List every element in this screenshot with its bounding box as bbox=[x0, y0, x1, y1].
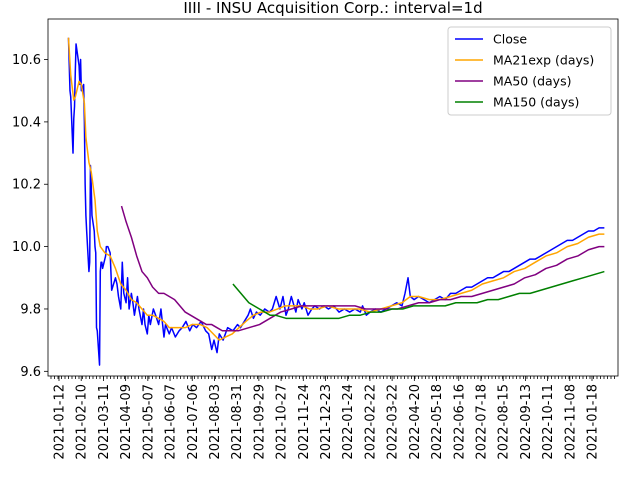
x-tick-label: 2022-09-13 bbox=[519, 384, 534, 460]
x-tick-label: 2021-05-07 bbox=[141, 384, 156, 460]
x-tick-label: 2022-05-18 bbox=[430, 384, 445, 460]
x-tick-label: 2021-06-07 bbox=[164, 384, 179, 460]
y-tick-label: 10.6 bbox=[12, 53, 41, 68]
series-line-ma50-days bbox=[120, 205, 605, 332]
x-tick-label: 2021-04-09 bbox=[119, 384, 134, 460]
x-tick-label: 2022-06-16 bbox=[452, 384, 467, 460]
x-minor-tick-marks bbox=[50, 376, 615, 379]
x-tick-label: 2021-09-29 bbox=[252, 384, 267, 460]
y-tick-label: 10.0 bbox=[12, 240, 41, 255]
legend-label: MA150 (days) bbox=[493, 95, 579, 110]
y-tick-label: 10.2 bbox=[12, 178, 41, 193]
x-tick-label: 2021-01-12 bbox=[53, 384, 68, 460]
legend-label: MA50 (days) bbox=[493, 74, 571, 89]
x-tick-label: 2022-10-11 bbox=[541, 384, 556, 460]
legend-box bbox=[447, 26, 612, 116]
y-tick-label: 9.8 bbox=[20, 302, 41, 317]
legend: Close MA21exp (days) MA50 (days) MA150 (day… bbox=[447, 26, 612, 116]
y-axis: 9.6 9.8 10.0 10.2 10.4 10.6 bbox=[12, 53, 48, 380]
y-tick-label: 10.4 bbox=[12, 115, 41, 130]
x-tick-label: 2021-02-10 bbox=[75, 384, 90, 460]
y-tick-label: 9.6 bbox=[20, 365, 41, 380]
legend-label: Close bbox=[493, 32, 527, 47]
x-tick-label: 2021-01-18 bbox=[586, 384, 601, 460]
x-tick-label: 2021-12-23 bbox=[319, 384, 334, 460]
x-tick-label: 2021-08-31 bbox=[230, 384, 245, 460]
x-tick-label: 2021-07-06 bbox=[186, 384, 201, 460]
x-tick-label: 2022-01-24 bbox=[341, 384, 356, 460]
legend-label: MA21exp (days) bbox=[493, 53, 594, 68]
x-tick-label: 2022-08-15 bbox=[497, 384, 512, 460]
x-tick-label: 2022-02-22 bbox=[363, 384, 378, 460]
x-tick-label: 2021-10-27 bbox=[275, 384, 290, 460]
x-tick-label: 2022-04-20 bbox=[408, 384, 423, 460]
series-line-close bbox=[67, 37, 605, 366]
x-tick-label: 2022-07-18 bbox=[474, 384, 489, 460]
x-tick-label: 2021-11-24 bbox=[297, 384, 312, 460]
series-layer bbox=[67, 37, 605, 366]
x-tick-label: 2021-03-11 bbox=[97, 384, 112, 460]
series-line-ma150-days bbox=[232, 270, 605, 320]
x-tick-label: 2022-03-22 bbox=[386, 384, 401, 460]
x-minor-ticks bbox=[50, 376, 615, 379]
series-line-ma21exp-days bbox=[67, 37, 605, 341]
x-tick-label: 2021-08-03 bbox=[208, 384, 223, 460]
chart-title: IIII - INSU Acquisition Corp.: interval=… bbox=[183, 0, 482, 17]
x-axis: 2021-01-12 2021-02-10 2021-03-11 2021-04-09… bbox=[53, 376, 601, 460]
plot-frame bbox=[47, 18, 619, 377]
x-tick-label: 2022-11-08 bbox=[563, 384, 578, 460]
